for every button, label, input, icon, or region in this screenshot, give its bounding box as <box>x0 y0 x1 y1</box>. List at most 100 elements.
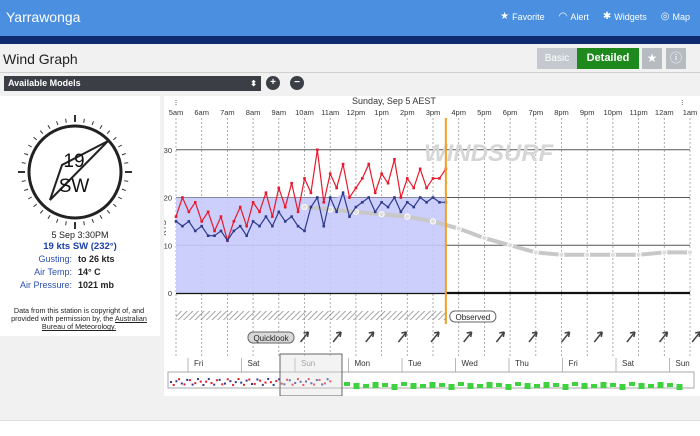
x-tick-label: 10am <box>295 108 314 117</box>
x-tick-label: 12pm <box>347 108 366 117</box>
overview-point <box>170 381 172 383</box>
add-model-button[interactable]: + <box>266 76 280 90</box>
compass-tick <box>21 180 26 182</box>
direction-arrow <box>365 331 375 343</box>
speed-point <box>181 224 184 228</box>
overview-point <box>267 378 270 381</box>
speed-point <box>322 224 326 228</box>
overview-bar <box>676 384 683 390</box>
direction-arrow <box>658 331 669 343</box>
direction-arrow <box>299 331 310 343</box>
gust-point <box>386 181 390 185</box>
overview-point <box>224 382 226 385</box>
info-icon: ⓘ <box>669 51 682 65</box>
compass-tick <box>83 118 85 123</box>
wind-chart-panel: Sunday, Sep 5 AEST 5am 6am 7am 8am 9am 10am 11a… <box>159 96 700 397</box>
overview-point <box>318 378 321 381</box>
wind-chart[interactable]: Sunday, Sep 5 AEST 5am 6am 7am 8am 9am 10am 11a… <box>159 96 700 397</box>
compass-tick <box>121 153 126 156</box>
overview-point <box>294 381 297 384</box>
x-tick-label: 7am <box>220 108 235 117</box>
x-tick-label: 2pm <box>400 108 415 117</box>
overview-bar <box>353 383 360 389</box>
gust-point <box>271 215 274 218</box>
direction-arrow <box>430 331 440 343</box>
overview-point <box>242 383 245 386</box>
overview-point <box>275 380 278 383</box>
overview-point <box>305 380 307 383</box>
compass-tick <box>83 221 85 226</box>
day-label: Thu <box>515 359 529 368</box>
overview-bar <box>372 382 379 388</box>
gust-point <box>335 186 338 190</box>
compass-tick <box>118 196 123 200</box>
compass-tick <box>118 144 123 148</box>
speed-point <box>226 239 229 242</box>
overview-point <box>253 382 256 385</box>
top-nav: ★ Favorite ◠ Alert ✱ Widgets ◎ Map <box>500 11 690 22</box>
x-tick-label: 6pm <box>503 108 518 117</box>
gust-point <box>187 210 191 214</box>
day-label: Fri <box>569 359 579 368</box>
x-tick-label: 1am <box>683 108 698 117</box>
info-button[interactable]: ⓘ <box>666 48 686 69</box>
gust-point <box>425 186 428 190</box>
x-tick-label: 10pm <box>604 108 623 117</box>
detailed-mode-button[interactable]: Detailed <box>577 48 639 69</box>
compass-tick <box>112 136 117 141</box>
compass-tick <box>124 180 129 182</box>
overview-bar <box>629 382 635 386</box>
nav-favorite[interactable]: ★ Favorite <box>500 11 544 22</box>
speed-point <box>438 200 441 204</box>
overview-point <box>191 383 194 386</box>
gust-point <box>213 229 216 233</box>
models-select[interactable]: Available Models ⬍ <box>4 76 261 91</box>
direction-arrow <box>495 331 506 343</box>
compass-tick <box>24 188 29 191</box>
overview-point <box>178 378 181 381</box>
overview-point <box>234 381 237 384</box>
nav-alert[interactable]: ◠ Alert <box>559 11 589 22</box>
gust-point <box>290 181 293 185</box>
nav-map[interactable]: ◎ Map <box>661 11 690 22</box>
speed-point <box>361 200 364 204</box>
day-label: Sun <box>676 359 690 368</box>
basic-mode-button[interactable]: Basic <box>537 48 577 69</box>
x-tick-label: 5am <box>169 108 184 117</box>
pressure-label: Air Pressure: <box>19 280 72 290</box>
overview-bar <box>382 383 388 387</box>
gust-point <box>328 172 332 175</box>
overview-bar <box>638 383 645 389</box>
gust-point <box>232 220 236 223</box>
x-tick-label: 6am <box>194 108 209 117</box>
favorite-star-button[interactable]: ★ <box>642 48 662 69</box>
compass-tick <box>56 218 59 223</box>
overview-point <box>180 382 183 385</box>
site-title[interactable]: Yarrawonga <box>6 9 81 25</box>
overview-point <box>307 378 310 381</box>
nav-widgets[interactable]: ✱ Widgets <box>603 11 647 22</box>
remove-model-button[interactable]: − <box>290 76 304 90</box>
gust-point <box>418 167 422 171</box>
x-tick-label: 11pm <box>629 108 647 117</box>
overview-bar <box>543 382 550 388</box>
speed-point <box>187 220 191 223</box>
bom-link[interactable]: Australian Bureau of Meteorology. <box>41 314 147 331</box>
nav-map-label: Map <box>672 11 690 22</box>
copyright-note: Data from this station is copyright of, … <box>4 307 154 331</box>
wind-compass: 19 SW <box>18 115 132 229</box>
overview-point <box>296 378 299 381</box>
speed-point <box>309 205 313 209</box>
day-label: Mon <box>355 359 371 368</box>
forecast-point <box>661 249 668 256</box>
overview-bar <box>619 384 626 390</box>
overview-point <box>188 379 191 382</box>
y-tick-label: 10 <box>164 241 172 250</box>
overview-point <box>291 383 294 386</box>
overview-point <box>240 381 243 384</box>
speed-point <box>335 210 338 214</box>
overview-bar <box>401 382 407 386</box>
compass-tick <box>106 130 111 135</box>
overview-point <box>264 381 267 384</box>
gust-point <box>367 162 371 166</box>
